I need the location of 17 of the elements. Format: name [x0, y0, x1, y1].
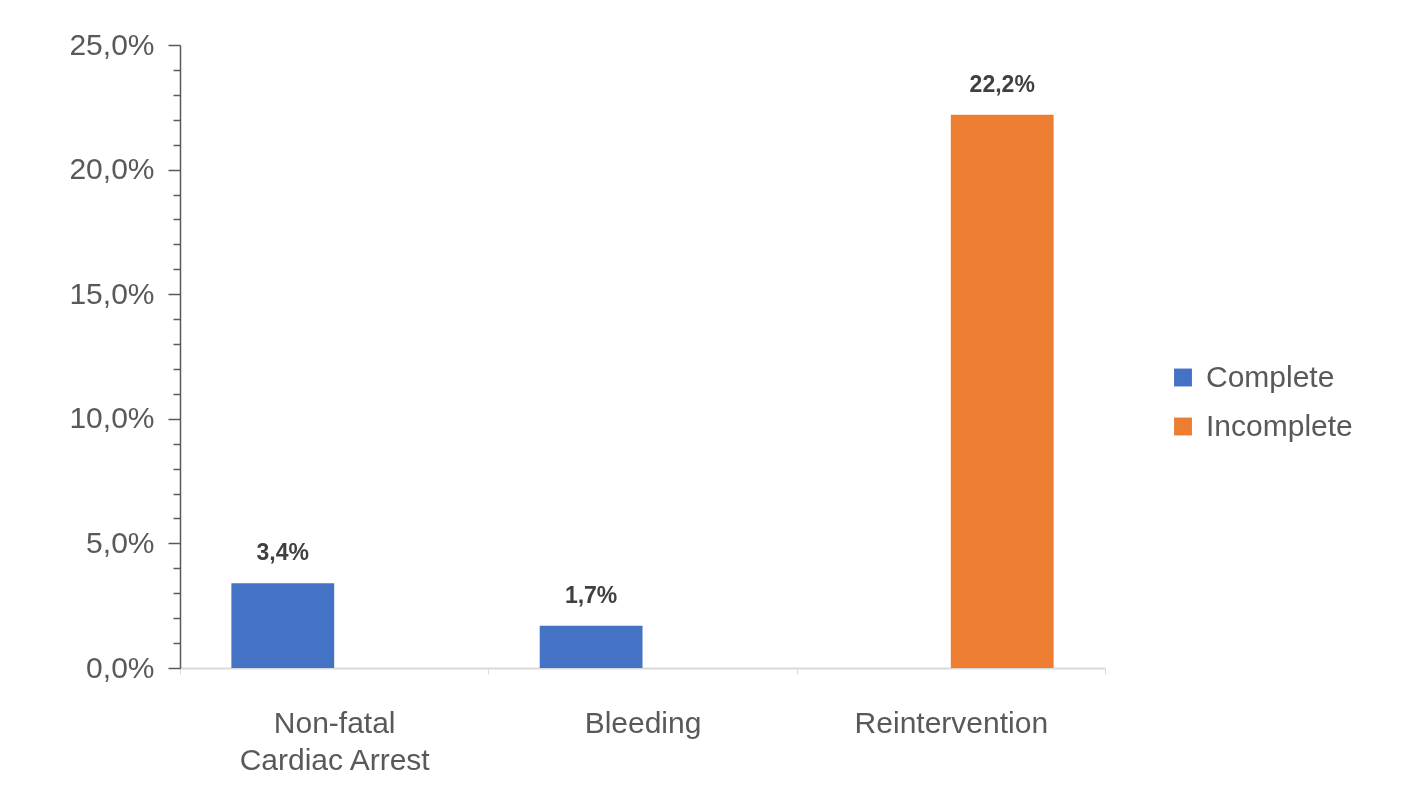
y-tick-label: 20,0%	[69, 152, 155, 186]
y-tick-label: 0,0%	[86, 650, 155, 684]
data-label: 22,2%	[969, 70, 1035, 97]
bar	[231, 583, 335, 668]
y-tick-label: 10,0%	[69, 401, 155, 435]
bar	[539, 625, 643, 668]
x-tick-label: Non-fatal Cardiac Arrest	[239, 705, 431, 776]
data-label: 3,4%	[256, 539, 309, 566]
legend-label: Complete	[1206, 359, 1335, 393]
legend-label: Incomplete	[1206, 408, 1353, 442]
y-tick-label: 15,0%	[69, 276, 155, 310]
x-tick-label: Bleeding	[584, 705, 702, 739]
bar	[950, 114, 1054, 668]
y-tick-label: 5,0%	[86, 525, 155, 559]
data-label: 1,7%	[564, 581, 618, 608]
y-tick-label: 25,0%	[69, 27, 155, 61]
x-tick-label: Reintervention	[854, 705, 1049, 739]
